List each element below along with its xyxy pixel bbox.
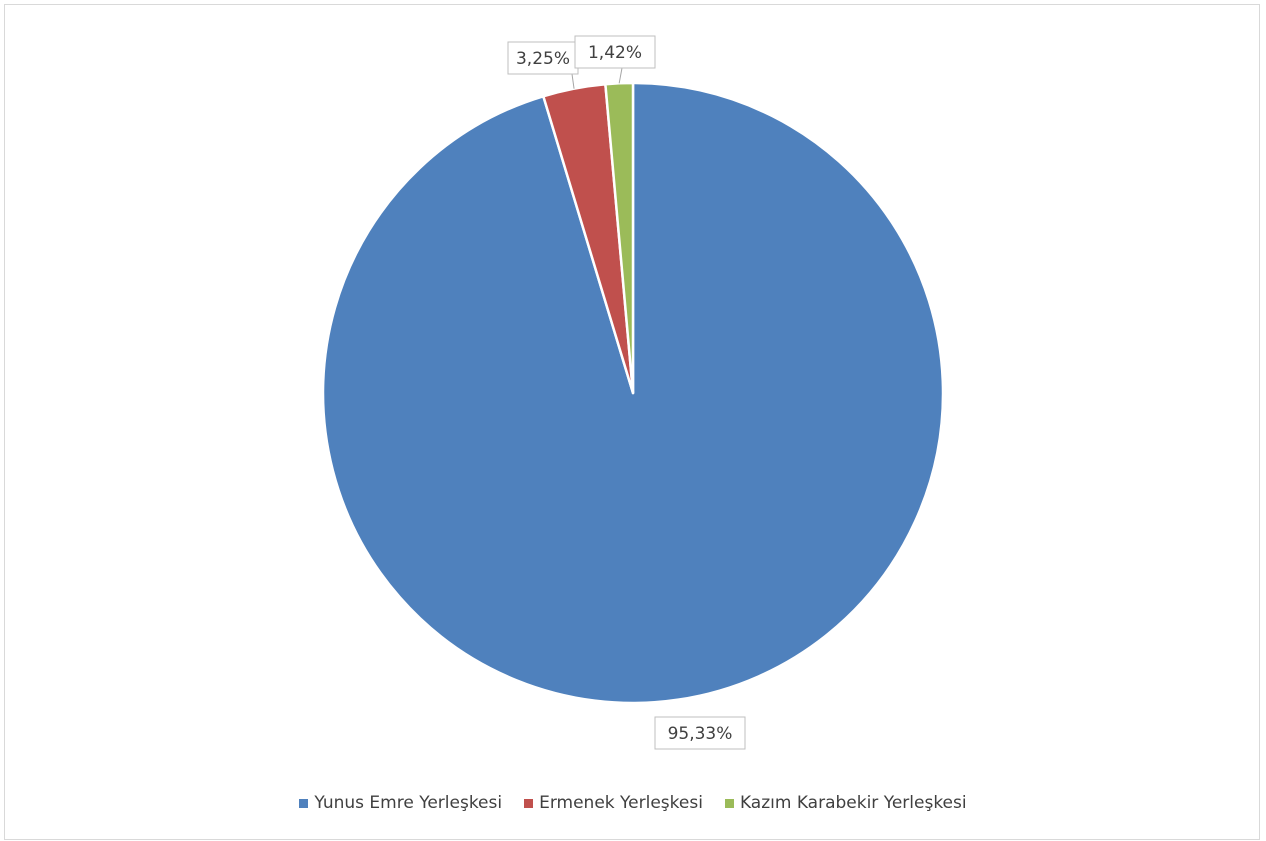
data-label-box-ermenek bbox=[507, 41, 579, 75]
legend-swatch-yunus-emre bbox=[299, 798, 309, 808]
leader-line-ermenek bbox=[571, 73, 575, 89]
data-label-yunus-emre: 95,33% bbox=[668, 724, 733, 744]
legend-label-ermenek: Ermenek Yerleşkesi bbox=[539, 793, 703, 813]
data-label-ermenek: 3,25% bbox=[516, 49, 570, 69]
legend-item-ermenek: Ermenek Yerleşkesi bbox=[524, 793, 703, 813]
legend-item-yunus-emre: Yunus Emre Yerleşkesi bbox=[299, 793, 502, 813]
data-label-box-kazim-karabekir bbox=[574, 35, 656, 69]
legend-label-yunus-emre: Yunus Emre Yerleşkesi bbox=[314, 793, 503, 813]
legend-swatch-ermenek bbox=[524, 798, 534, 808]
leader-line-kazim-karabekir bbox=[618, 67, 623, 84]
legend-item-kazim-karabekir: Kazım Karabekir Yerleşkesi bbox=[724, 793, 967, 813]
data-label-box-yunus-emre bbox=[654, 716, 746, 750]
legend-swatch-kazim-karabekir bbox=[724, 798, 734, 808]
data-label-kazim-karabekir: 1,42% bbox=[588, 43, 642, 63]
legend: Yunus Emre Yerleşkesi Ermenek Yerleşkesi… bbox=[0, 793, 1266, 813]
legend-label-kazim-karabekir: Kazım Karabekir Yerleşkesi bbox=[739, 793, 967, 813]
